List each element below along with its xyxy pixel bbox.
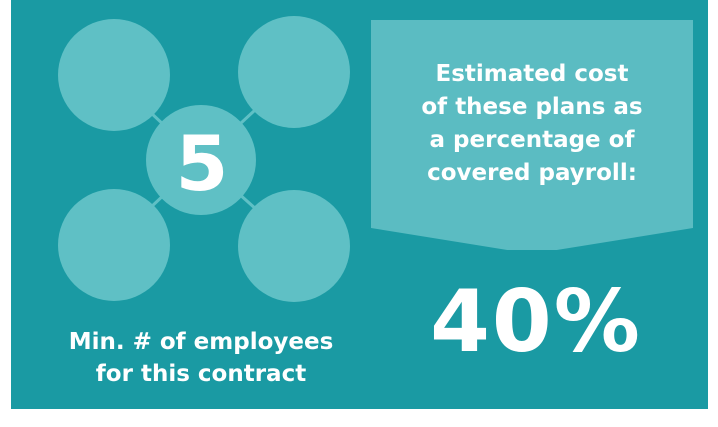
min-employees-number: 5 — [175, 119, 229, 208]
caption-line-2: for this contract — [95, 361, 307, 387]
cost-banner: Estimated cost of these plans as a perce… — [369, 0, 695, 250]
employee-circle-bottom-left — [58, 189, 170, 301]
banner-line-3: a percentage of — [429, 127, 635, 153]
min-employees-caption: Min. # of employees for this contract — [31, 326, 371, 390]
employee-circle-bottom-right — [238, 190, 350, 302]
banner-text: Estimated cost of these plans as a perce… — [369, 58, 695, 190]
center-circle — [146, 105, 256, 215]
infographic-card: 5 Min. # of employees for this contract … — [11, 0, 708, 409]
employee-network-graphic — [58, 16, 350, 302]
banner-line-4: covered payroll: — [427, 160, 637, 186]
banner-line-1: Estimated cost — [435, 61, 629, 87]
banner-shape — [371, 20, 693, 250]
banner-line-2: of these plans as — [421, 94, 643, 120]
caption-line-1: Min. # of employees — [68, 329, 334, 355]
employee-circle-top-right — [238, 16, 350, 128]
employee-circle-top-left — [58, 19, 170, 131]
cost-percentage: 40% — [430, 272, 642, 372]
